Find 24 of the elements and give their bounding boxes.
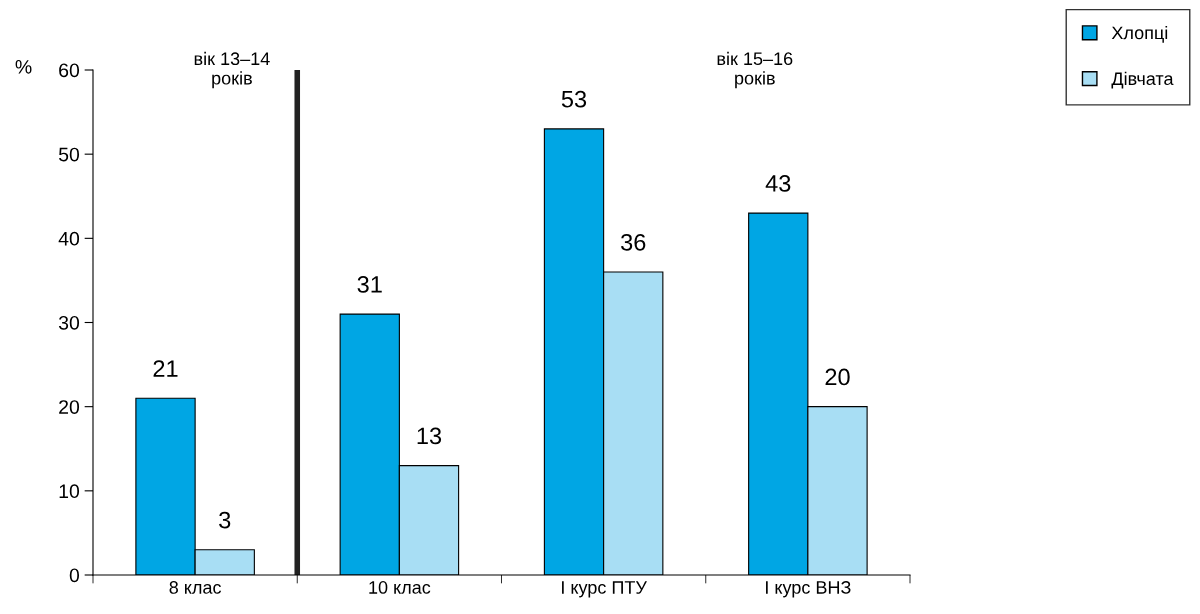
- y-tick-label: 0: [69, 568, 80, 583]
- data-label: 31: [357, 276, 382, 293]
- data-label: 36: [621, 233, 646, 251]
- annotation: вік 13–14 років: [194, 51, 270, 89]
- x-tick-label: 8 клас: [169, 581, 222, 594]
- y-tick-label: 10: [59, 484, 80, 499]
- x-tick-label: І курс ВНЗ: [766, 581, 851, 598]
- y-tick-label: 30: [58, 315, 80, 330]
- y-tick-label: 20: [59, 400, 80, 414]
- data-label: 13: [417, 427, 442, 445]
- y-axis-title: %: [15, 60, 32, 74]
- data-label: 53: [561, 90, 587, 108]
- y-tick-label: 40: [58, 231, 80, 246]
- data-label: 43: [765, 175, 791, 192]
- x-tick-label: І курс ПТУ: [562, 581, 647, 598]
- legend-label: Хлопці: [1111, 25, 1168, 43]
- x-tick-label: 10 клас: [369, 581, 431, 594]
- y-tick-label: 50: [58, 147, 80, 162]
- annotation: вік 15–16 років: [717, 51, 793, 89]
- data-label: 20: [825, 368, 850, 386]
- data-label: 21: [153, 360, 178, 377]
- data-label: 3: [219, 511, 231, 529]
- y-tick-label: 60: [59, 63, 80, 78]
- legend-label: Дівчата: [1111, 71, 1174, 89]
